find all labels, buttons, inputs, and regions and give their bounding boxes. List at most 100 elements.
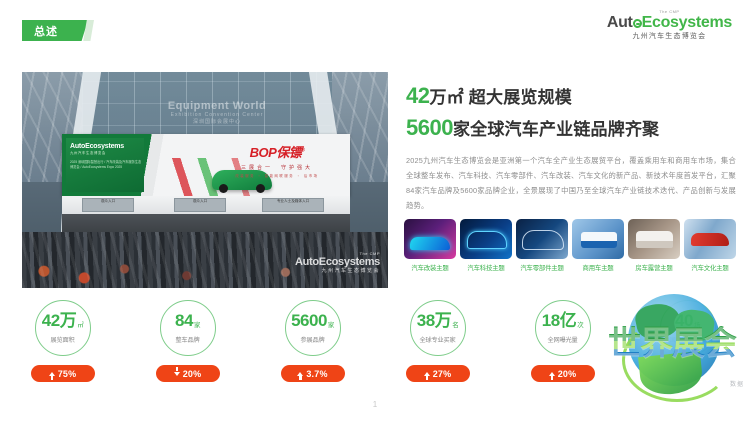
theme-thumbnail-item[interactable]: 房车露营主题 (628, 219, 680, 272)
stat-card-exhibition-area: 42万㎡ 展览面积 75% (0, 300, 125, 392)
photo-banner-logo: AutoEcosystems (70, 143, 124, 150)
photo-visitor-crowd (22, 232, 388, 288)
sports-car-icon (684, 219, 736, 259)
headline: 42万㎡ 超大展览规模 5600家全球汽车产业链品牌齐聚 (406, 80, 736, 144)
headline-text-1: 万㎡ 超大展览规模 (429, 88, 573, 107)
photo-door-3 (262, 198, 324, 212)
section-tab[interactable]: 总述 (22, 20, 94, 41)
stat-delta-value: 75% (57, 368, 77, 379)
rv-camper-icon (628, 219, 680, 259)
stat-unit: 家 (327, 322, 335, 330)
theme-thumbnail-caption: 汽车文化主题 (691, 265, 729, 272)
photo-venue-title-en: Equipment World (167, 100, 267, 112)
stat-delta-badge: 3.7% (280, 365, 345, 382)
stat-delta-value: 3.7% (306, 368, 328, 379)
theme-thumbnail-caption: 汽车科技主题 (467, 265, 505, 272)
photo-watermark-sub: 九州汽车生态博览会 (321, 267, 380, 274)
brand-logo: The CMP Aut Ecosystems 九州汽车生态博览会 (607, 10, 732, 41)
stat-label: 展览面积 (50, 336, 75, 344)
stat-label: 参展品牌 (300, 336, 325, 344)
stat-number: 5600 (291, 311, 327, 331)
stat-label: 国际峰会论坛 (669, 336, 706, 344)
stat-value: 40场 (675, 312, 700, 330)
stat-delta-badge: 27% (405, 365, 470, 382)
stat-card-online-exposure: 18亿次 全网曝光量 20% (500, 300, 625, 392)
stat-value: 42万㎡ (41, 311, 84, 331)
stat-delta-badge: 20% (155, 365, 220, 382)
stat-number: 40 (675, 311, 693, 331)
photo-overlay-watermark: The CMP AutoEcosystems 九州汽车生态博览会 (295, 251, 380, 274)
stat-unit: ㎡ (77, 322, 84, 330)
theme-thumbnail-caption: 汽车改装主题 (411, 265, 449, 272)
photo-banner-bop-slogan2: 改装服务 ・ 智能网联服务 ・ 后市场 (235, 174, 319, 178)
photo-banner-bop-title: BOP保镖® 三展合一 守护强大 改装服务 ・ 智能网联服务 ・ 后市场 (212, 142, 342, 178)
stat-unit: 名 (452, 322, 459, 330)
stat-delta-badge: 75% (30, 365, 95, 382)
headline-number-1: 42 (406, 83, 430, 108)
stat-card-summit-forums: 40场 国际峰会论坛 (625, 300, 750, 392)
photo-banner-green-car (212, 170, 272, 193)
photo-banner-left-panel: AutoEcosystems 九州汽车生态博览会 2025 深圳国际智慧出行 /… (66, 138, 144, 192)
photo-door-row: 观众入口 观众入口 专业人士及媒体入口 (62, 196, 350, 214)
section-tab-label: 总述 (34, 25, 58, 38)
arrow-up-icon (297, 371, 304, 380)
theme-thumbnail-item[interactable]: 汽车改装主题 (404, 219, 456, 272)
stat-delta-value: 27% (432, 368, 452, 379)
theme-thumbnail-item[interactable]: 商用车主题 (572, 219, 624, 272)
stat-delta-value: 20% (182, 368, 202, 379)
stat-label: 整车品牌 (175, 336, 200, 344)
photo-door-label-1: 观众入口 (100, 199, 116, 203)
logo-eco-text: Ecosystems (641, 14, 733, 31)
stat-number: 38万 (416, 311, 452, 331)
theme-thumbnail-caption: 房车露营主题 (635, 265, 673, 272)
theme-thumbnail-item[interactable]: 汽车零部件主题 (516, 219, 568, 272)
photo-banner-bop-reg: ® (301, 147, 305, 154)
photo-venue-title: Equipment World Exhibition Convention Ce… (132, 100, 302, 125)
stat-value: 5600家 (291, 312, 334, 330)
stat-ring: 40场 国际峰会论坛 (659, 300, 716, 356)
logo-auto-text: Aut (606, 14, 633, 31)
arrow-up-icon (548, 371, 555, 380)
stat-number: 18亿 (541, 311, 577, 331)
tech-car-icon (460, 219, 512, 259)
photo-venue-title-cn: 深圳国际会展中心 (192, 119, 241, 125)
theme-thumbnail-item[interactable]: 汽车科技主题 (460, 219, 512, 272)
stat-label: 全网曝光量 (547, 336, 578, 344)
stat-ring: 84家 整车品牌 (159, 300, 216, 356)
theme-thumbnail-caption: 汽车零部件主题 (520, 265, 564, 272)
photo-banner-left-text: 2025 深圳国际智慧出行 / 汽车改装及汽车服务生态博览会 / AutoEco… (70, 160, 142, 169)
headline-number-2: 5600 (406, 114, 453, 140)
headline-text-2: 家全球汽车产业链品牌齐聚 (452, 119, 660, 139)
logo-wordmark: Aut Ecosystems (607, 15, 732, 31)
headline-line-1: 42万㎡ 超大展览规模 (406, 80, 736, 112)
photo-banner-bop-text: BOP保镖 (249, 145, 302, 160)
stat-number: 42万 (41, 311, 77, 331)
photo-door-label-3: 专业人士及媒体入口 (276, 199, 310, 203)
theme-thumbnail-item[interactable]: 汽车文化主题 (684, 219, 736, 272)
page-number: 1 (372, 400, 378, 409)
body-paragraph: 2025九州汽车生态博览会是亚洲第一个汽车全产业生态展贸平台，覆盖乘用车和商用车… (406, 155, 736, 210)
stat-number: 84 (175, 311, 193, 331)
stat-ring: 38万名 全球专业买家 (409, 300, 466, 356)
photo-banner-logo-sub: 九州汽车生态博览会 (70, 151, 106, 155)
stat-delta-badge: 20% (530, 365, 595, 382)
arrow-up-icon (423, 371, 430, 380)
exhibition-entrance-photo: Equipment World Exhibition Convention Ce… (22, 72, 388, 288)
tuning-car-icon (404, 219, 456, 259)
stat-unit: 次 (577, 322, 584, 330)
theme-thumbnail-list: 汽车改装主题 汽车科技主题 汽车零部件主题 商用车主题 房车露营主题 汽车文化主… (404, 219, 740, 272)
eco-ring-icon (632, 19, 642, 28)
stat-value: 38万名 (416, 311, 459, 331)
theme-thumbnail-caption: 商用车主题 (582, 265, 614, 272)
section-tab-label-box: 总述 (22, 20, 72, 41)
stat-delta-value: 20% (557, 368, 577, 379)
photo-door-2 (174, 198, 226, 212)
stat-value: 18亿次 (541, 311, 584, 331)
stat-card-vehicle-brands: 84家 整车品牌 20% (125, 300, 250, 392)
stat-value: 84家 (175, 312, 200, 330)
photo-door-label-2: 观众入口 (192, 199, 208, 203)
stat-unit: 场 (693, 322, 701, 330)
stat-ring: 18亿次 全网曝光量 (534, 300, 591, 356)
stat-label: 全球专业买家 (419, 336, 456, 344)
